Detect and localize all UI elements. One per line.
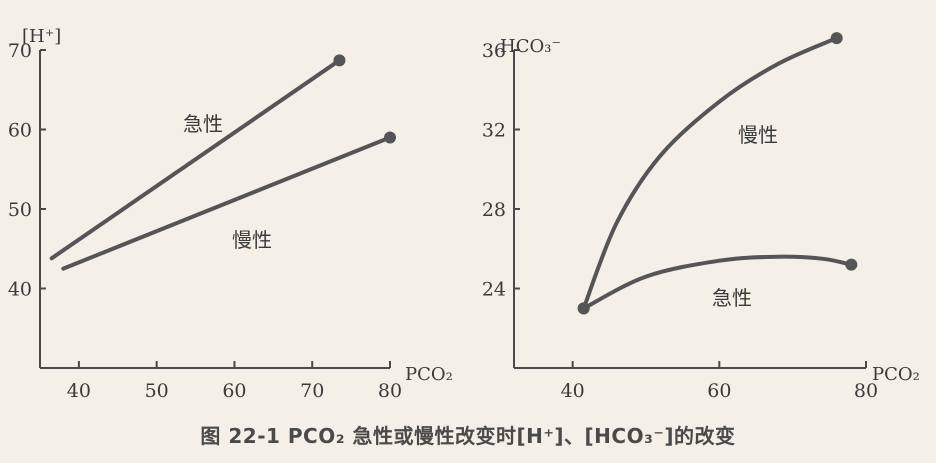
y-tick-label: 50 <box>8 199 32 221</box>
y-tick-label: 32 <box>482 120 506 142</box>
x-axis-label: PCO₂ <box>405 364 453 385</box>
series-start-marker <box>577 302 590 315</box>
y-axis-label: HCO₃⁻ <box>500 36 561 57</box>
series-end-marker <box>830 32 843 45</box>
x-tick-label: 70 <box>300 380 324 402</box>
series-line <box>49 58 342 261</box>
y-tick-label: 40 <box>8 279 32 301</box>
x-axis-label: PCO₂ <box>872 364 920 385</box>
series-label: 急性 <box>183 112 223 136</box>
y-tick-label: 24 <box>482 279 506 301</box>
x-tick-label: 40 <box>67 380 91 402</box>
series-label: 急性 <box>712 286 752 310</box>
x-tick-label: 80 <box>378 380 402 402</box>
y-tick-label: 70 <box>8 40 32 62</box>
series-end-marker <box>333 54 346 67</box>
series-line <box>581 254 854 311</box>
series-end-marker <box>845 258 858 271</box>
y-tick-label: 60 <box>8 120 32 142</box>
x-tick-label: 40 <box>561 380 585 402</box>
y-tick-label: 28 <box>482 199 506 221</box>
series-label: 慢性 <box>232 228 272 252</box>
series-line <box>581 36 839 311</box>
series-line <box>61 135 392 271</box>
x-tick-label: 80 <box>854 380 878 402</box>
y-tick-label: 36 <box>482 40 506 62</box>
series-end-marker <box>384 131 396 144</box>
y-axis-label: [H⁺] <box>22 26 61 47</box>
figure-caption: 图 22-1 PCO₂ 急性或慢性改变时[H⁺]、[HCO₃⁻]的改变 <box>200 424 736 448</box>
x-tick-label: 50 <box>145 380 169 402</box>
x-tick-label: 60 <box>707 380 731 402</box>
x-tick-label: 60 <box>222 380 246 402</box>
series-label: 慢性 <box>738 123 778 147</box>
